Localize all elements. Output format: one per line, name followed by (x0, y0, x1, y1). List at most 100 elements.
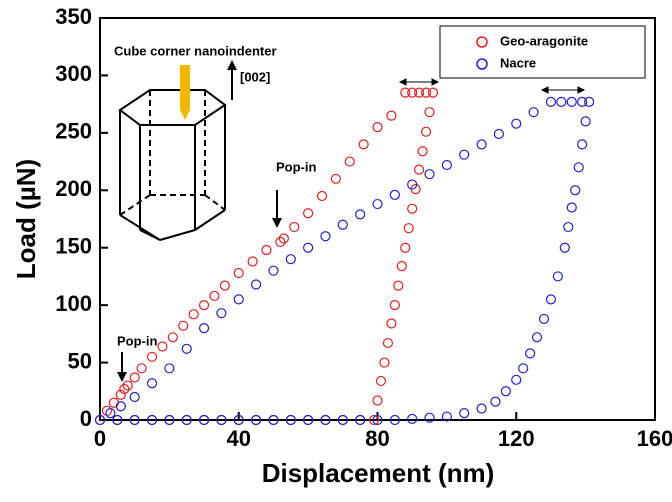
data-point (157, 341, 168, 352)
data-point (146, 378, 158, 389)
data-point (250, 279, 262, 290)
legend-marker (476, 58, 488, 70)
data-point (528, 107, 539, 118)
data-point (112, 414, 123, 426)
inset-prism (118, 89, 227, 241)
data-point (122, 380, 133, 391)
data-point (368, 414, 380, 426)
y-tick-label: 100 (55, 291, 92, 316)
data-point (573, 162, 584, 173)
data-point (358, 139, 369, 150)
x-tick-label: 80 (365, 426, 389, 451)
x-tick-label: 0 (94, 426, 106, 451)
data-point (400, 87, 411, 98)
annotation: [002] (240, 69, 270, 84)
data-point (216, 308, 227, 319)
data-point (167, 332, 178, 343)
data-point (545, 294, 557, 305)
arrow-head (117, 372, 127, 382)
data-point (268, 414, 279, 426)
data-point (577, 139, 588, 150)
data-point (511, 118, 522, 129)
arrow-head (272, 218, 282, 228)
x-tick-label: 40 (227, 426, 251, 451)
data-point (219, 280, 230, 291)
data-point (355, 414, 366, 426)
data-point (278, 233, 289, 244)
data-point (94, 414, 106, 426)
data-point (459, 408, 470, 419)
data-point (344, 156, 355, 167)
y-tick-label: 0 (80, 406, 92, 431)
data-point (372, 395, 383, 406)
data-point (209, 290, 220, 302)
arrow-head (227, 60, 237, 70)
data-point (400, 242, 411, 253)
data-point (580, 116, 591, 127)
data-point (146, 414, 158, 426)
indenter (180, 65, 190, 120)
data-point (119, 383, 130, 395)
data-point (407, 413, 418, 424)
data-point (372, 198, 383, 210)
data-point (268, 265, 279, 276)
data-point (552, 271, 563, 282)
data-point (129, 414, 140, 426)
y-tick-label: 50 (68, 348, 92, 373)
data-point (424, 107, 435, 118)
data-point (198, 414, 210, 426)
y-tick-label: 250 (55, 119, 92, 144)
data-point (427, 87, 439, 98)
data-point (414, 164, 425, 175)
data-point (389, 414, 400, 426)
legend-label: Nacre (500, 55, 536, 70)
data-point (525, 348, 536, 359)
data-point (115, 401, 126, 412)
data-point (389, 189, 400, 200)
data-point (303, 242, 314, 253)
data-point (233, 267, 244, 279)
data-point (375, 375, 387, 387)
data-point (136, 363, 147, 374)
data-point (303, 414, 314, 426)
data-point (441, 411, 452, 422)
data-point (275, 236, 286, 248)
data-point (511, 374, 522, 385)
data-point (355, 209, 366, 220)
data-point (337, 219, 348, 230)
data-point (393, 280, 404, 291)
legend-marker (476, 36, 488, 48)
data-point (386, 318, 397, 329)
data-point (424, 169, 435, 180)
data-point (247, 256, 258, 267)
data-point (115, 389, 126, 400)
data-point (198, 323, 210, 334)
data-point (261, 244, 272, 256)
data-point (181, 343, 192, 354)
data-point (490, 396, 501, 407)
data-point (389, 300, 400, 311)
legend (439, 25, 646, 79)
data-point (476, 139, 487, 150)
data-point (320, 231, 331, 242)
data-point (233, 414, 244, 426)
data-point (337, 414, 348, 426)
data-point (545, 96, 557, 107)
data-point (316, 190, 328, 202)
data-point (538, 313, 550, 325)
data-point (570, 185, 581, 196)
data-point (129, 391, 140, 403)
data-point (441, 159, 452, 171)
data-point (556, 96, 567, 107)
x-axis-label: Displacement (nm) (262, 458, 495, 488)
data-point (407, 179, 418, 190)
data-point (216, 414, 227, 426)
y-tick-label: 350 (55, 4, 92, 29)
y-tick-label: 200 (55, 176, 92, 201)
data-point (566, 96, 577, 107)
data-point (518, 363, 529, 374)
data-point (188, 309, 199, 320)
data-point (403, 223, 414, 234)
x-tick-label: 120 (498, 426, 535, 451)
